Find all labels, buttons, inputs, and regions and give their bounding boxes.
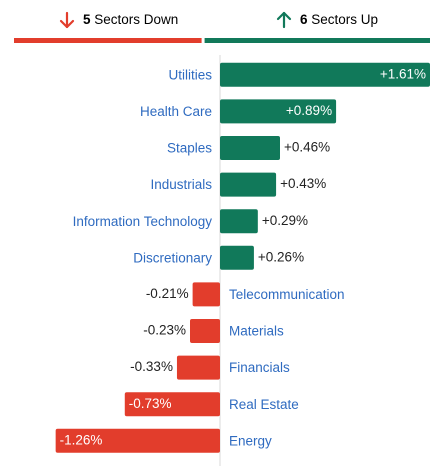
category-label: Discretionary <box>133 250 212 265</box>
value-label: -0.73% <box>129 396 172 411</box>
value-label: -0.23% <box>143 323 186 338</box>
bar <box>220 99 337 124</box>
up-share <box>204 38 430 43</box>
value-label: +1.61% <box>380 66 426 81</box>
bar <box>176 355 220 380</box>
category-label: Real Estate <box>229 397 299 412</box>
category-label: Information Technology <box>73 214 213 229</box>
up-summary: 6 Sectors Up <box>300 12 378 27</box>
down-share <box>14 38 202 43</box>
value-label: -1.26% <box>60 432 103 447</box>
bar <box>220 245 254 270</box>
bar <box>124 392 220 417</box>
value-label: -0.33% <box>130 359 173 374</box>
down-text: Sectors Down <box>94 12 178 27</box>
value-label: +0.43% <box>280 176 326 191</box>
bar <box>220 209 258 234</box>
value-label: +0.46% <box>284 140 330 155</box>
category-label: Industrials <box>150 177 212 192</box>
value-label: +0.89% <box>286 103 332 118</box>
value-label: +0.29% <box>262 213 308 228</box>
bar <box>190 319 220 343</box>
down-arrow <box>59 11 75 29</box>
value-label: +0.26% <box>258 249 304 264</box>
category-label: Energy <box>229 433 272 448</box>
category-label: Utilities <box>168 67 212 82</box>
bar <box>220 136 280 160</box>
category-label: Health Care <box>140 104 212 119</box>
category-label: Materials <box>229 324 284 339</box>
down-summary: 5 Sectors Down <box>83 12 178 27</box>
value-label: -0.21% <box>146 286 189 301</box>
bar <box>220 172 277 197</box>
bar <box>55 428 220 453</box>
category-label: Telecommunication <box>229 287 345 302</box>
up-text: Sectors Up <box>311 12 378 27</box>
category-label: Financials <box>229 360 290 375</box>
up-arrow <box>276 11 292 29</box>
bar <box>192 282 220 307</box>
category-label: Staples <box>167 141 212 156</box>
bar <box>220 62 430 87</box>
down-count: 5 <box>83 12 91 27</box>
up-count: 6 <box>300 12 308 27</box>
